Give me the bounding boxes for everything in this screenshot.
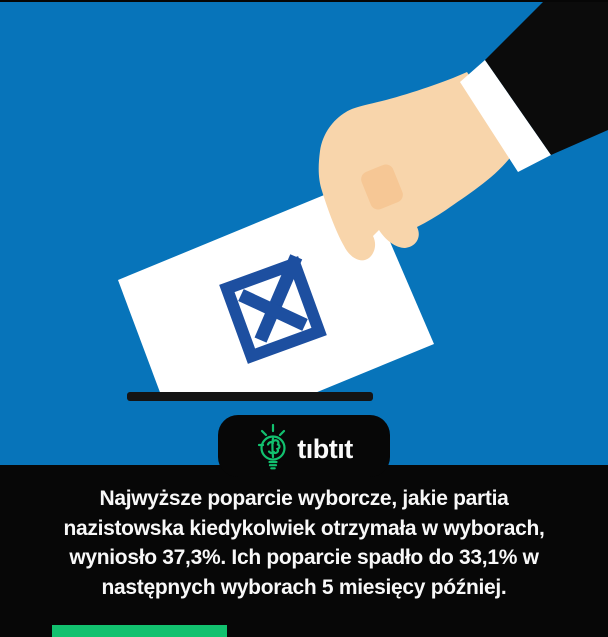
suit-sleeve [485, 0, 608, 155]
caption-text: Najwyższe poparcie wyborcze, jakie parti… [0, 484, 608, 602]
checkbox-outline [219, 256, 327, 364]
x-mark-stroke [238, 289, 308, 331]
lightbulb-brain-icon [258, 423, 286, 470]
x-mark-stroke [254, 254, 303, 343]
ballot-hand-illustration [118, 0, 608, 401]
shirt-cuff [460, 60, 551, 172]
top-border-line [0, 0, 608, 2]
caption-line: wyniosło 37,3%. Ich poparcie spadło do 3… [69, 546, 539, 569]
caption-line: nazistowska kiedykolwiek otrzymała w wyb… [63, 516, 545, 540]
hand [318, 72, 517, 261]
ballot-checkbox-icon [219, 254, 327, 364]
finger-knuckle-shade [361, 164, 403, 210]
caption-panel: Najwyższe poparcie wyborcze, jakie parti… [0, 465, 608, 637]
ballot-slot [127, 392, 373, 401]
caption-line: następnych wyborach 5 miesięcy później. [101, 575, 507, 599]
caption-line: Najwyższe poparcie wyborcze, jakie parti… [99, 487, 509, 510]
accent-green-bar [52, 625, 227, 637]
brand-logo-pill: tıbtıt [218, 415, 390, 477]
brand-wordmark: tıbtıt [297, 433, 353, 464]
